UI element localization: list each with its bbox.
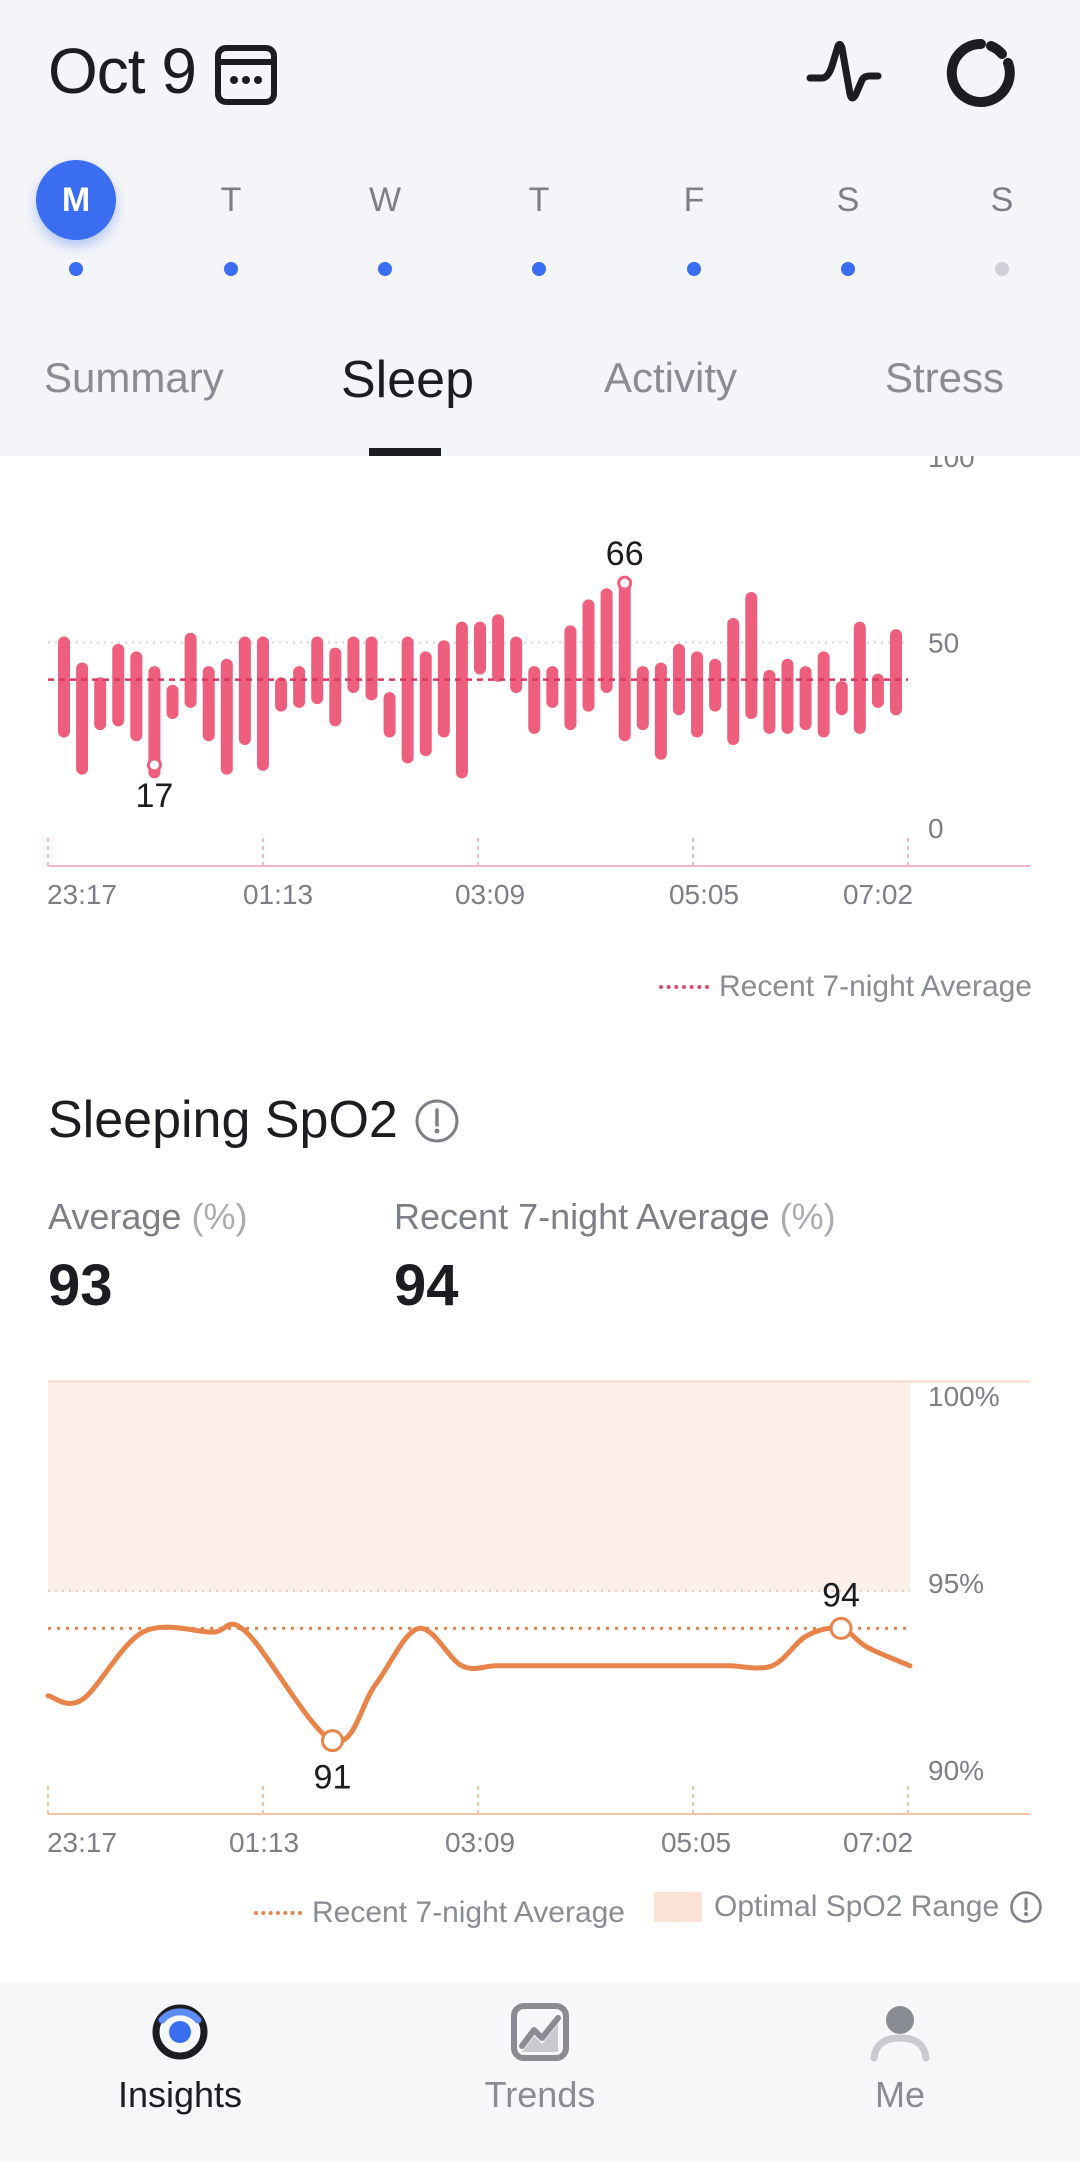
min-marker	[146, 757, 162, 773]
max-label: 66	[606, 535, 644, 573]
x-tick-label: 03:09	[455, 879, 525, 910]
legend-range-label: Optimal SpO2 Range	[714, 1890, 1000, 1923]
average-value: 93	[48, 1253, 113, 1318]
hr-legend: Recent 7-night Average	[659, 970, 1032, 1004]
spo2-legend: Recent 7-night Average Optimal SpO2 Rang…	[0, 1890, 1080, 1940]
day-data-dot	[841, 262, 855, 276]
nav-label: Insights	[117, 2074, 243, 2115]
average-label-text: Average	[48, 1196, 182, 1237]
day-letter: M	[36, 160, 116, 240]
day-data-dot	[224, 262, 238, 276]
average-line-swatch	[254, 1911, 302, 1915]
day-data-dot	[378, 262, 392, 276]
tab-indicator	[369, 448, 441, 456]
day-friday[interactable]: F	[654, 160, 734, 280]
sync-icon[interactable]	[946, 38, 1016, 108]
bottom-nav: Insights Trends Me	[0, 1982, 1080, 2162]
tab-summary[interactable]: Summary	[44, 354, 224, 401]
day-data-dot	[532, 262, 546, 276]
day-letter: T	[528, 181, 550, 219]
nav-label: Me	[874, 2074, 925, 2115]
legend-average-label: Recent 7-night Average	[312, 1896, 625, 1929]
recent-average-value: 94	[394, 1253, 459, 1318]
max-label: 94	[822, 1576, 860, 1614]
average-unit: (%)	[191, 1196, 248, 1237]
y-tick-label: 0	[928, 813, 944, 844]
legend-range: Optimal SpO2 Range	[654, 1890, 1043, 1924]
recent-average-label: Recent 7-night Average (%)	[394, 1196, 836, 1238]
day-saturday[interactable]: S	[808, 160, 888, 280]
y-tick-label: 95%	[928, 1568, 984, 1599]
tab-sleep[interactable]: Sleep	[341, 351, 474, 409]
x-tick-label: 03:09	[445, 1827, 515, 1858]
date-title[interactable]: Oct 9	[48, 35, 197, 107]
x-tick-label: 05:05	[669, 879, 739, 910]
day-monday[interactable]: M	[36, 160, 116, 280]
info-icon[interactable]	[1009, 1890, 1043, 1924]
nav-label: Trends	[484, 2074, 596, 2115]
x-tick-label: 01:13	[229, 1827, 299, 1858]
x-tick-label: 23:17	[47, 879, 117, 910]
tab-activity[interactable]: Activity	[604, 354, 738, 401]
nav-me[interactable]: Me	[800, 2000, 1000, 2116]
spo2-chart: 100% 95% 90% 91 94 23:17 01:13 03:09 05:05 07:02	[45, 1380, 1030, 1858]
hr-legend-label: Recent 7-night Average	[719, 970, 1032, 1003]
average-line-swatch	[659, 985, 709, 989]
tab-stress[interactable]: Stress	[885, 354, 1005, 401]
min-label: 91	[314, 1759, 352, 1797]
recent-unit: (%)	[779, 1196, 836, 1237]
pulse-icon[interactable]	[806, 38, 882, 106]
min-marker	[320, 1729, 344, 1753]
x-tick-label: 01:13	[243, 879, 313, 910]
y-tick-label: 50	[928, 628, 959, 659]
x-tick-label: 23:17	[47, 1827, 117, 1858]
trends-icon	[511, 2003, 569, 2061]
me-icon	[870, 2006, 930, 2062]
spo2-line	[45, 1621, 913, 1745]
day-letter: S	[836, 181, 860, 219]
max-marker	[617, 575, 633, 591]
day-letter: F	[683, 181, 705, 219]
day-data-dot	[69, 262, 83, 276]
x-tick-label: 07:02	[843, 879, 913, 910]
y-tick-label: 100%	[928, 1381, 1000, 1412]
calendar-icon[interactable]	[214, 40, 278, 106]
average-label: Average (%)	[48, 1196, 247, 1238]
max-marker	[829, 1616, 853, 1640]
x-tick-label: 05:05	[661, 1827, 731, 1858]
header: Oct 9 M T W T F S S Summary Sle	[0, 0, 1080, 456]
day-thursday[interactable]: T	[499, 160, 579, 280]
x-tick-label: 07:02	[843, 1827, 913, 1858]
info-icon[interactable]	[414, 1098, 460, 1144]
day-letter: T	[220, 181, 242, 219]
min-label: 17	[136, 777, 174, 815]
day-data-dot	[995, 262, 1009, 276]
spo2-title: Sleeping SpO2	[48, 1091, 398, 1149]
day-letter: S	[990, 181, 1014, 219]
y-tick-label: 90%	[928, 1755, 984, 1786]
y-tick-label: 100	[928, 456, 975, 473]
nav-insights[interactable]: Insights	[80, 2000, 280, 2116]
insights-icon	[152, 2004, 208, 2060]
range-swatch	[654, 1892, 702, 1922]
day-tuesday[interactable]: T	[191, 160, 271, 280]
optimal-range-band	[48, 1381, 910, 1591]
day-sunday[interactable]: S	[962, 160, 1042, 280]
day-wednesday[interactable]: W	[345, 160, 425, 280]
day-data-dot	[687, 262, 701, 276]
day-letter: W	[368, 181, 402, 219]
heart-rate-chart: 100 50 0 66 17 23:17 01:13 03:09 05:05 07:02	[47, 456, 1030, 910]
nav-trends[interactable]: Trends	[440, 2000, 640, 2116]
legend-average: Recent 7-night Average	[254, 1896, 625, 1930]
recent-label-text: Recent 7-night Average	[394, 1196, 770, 1237]
